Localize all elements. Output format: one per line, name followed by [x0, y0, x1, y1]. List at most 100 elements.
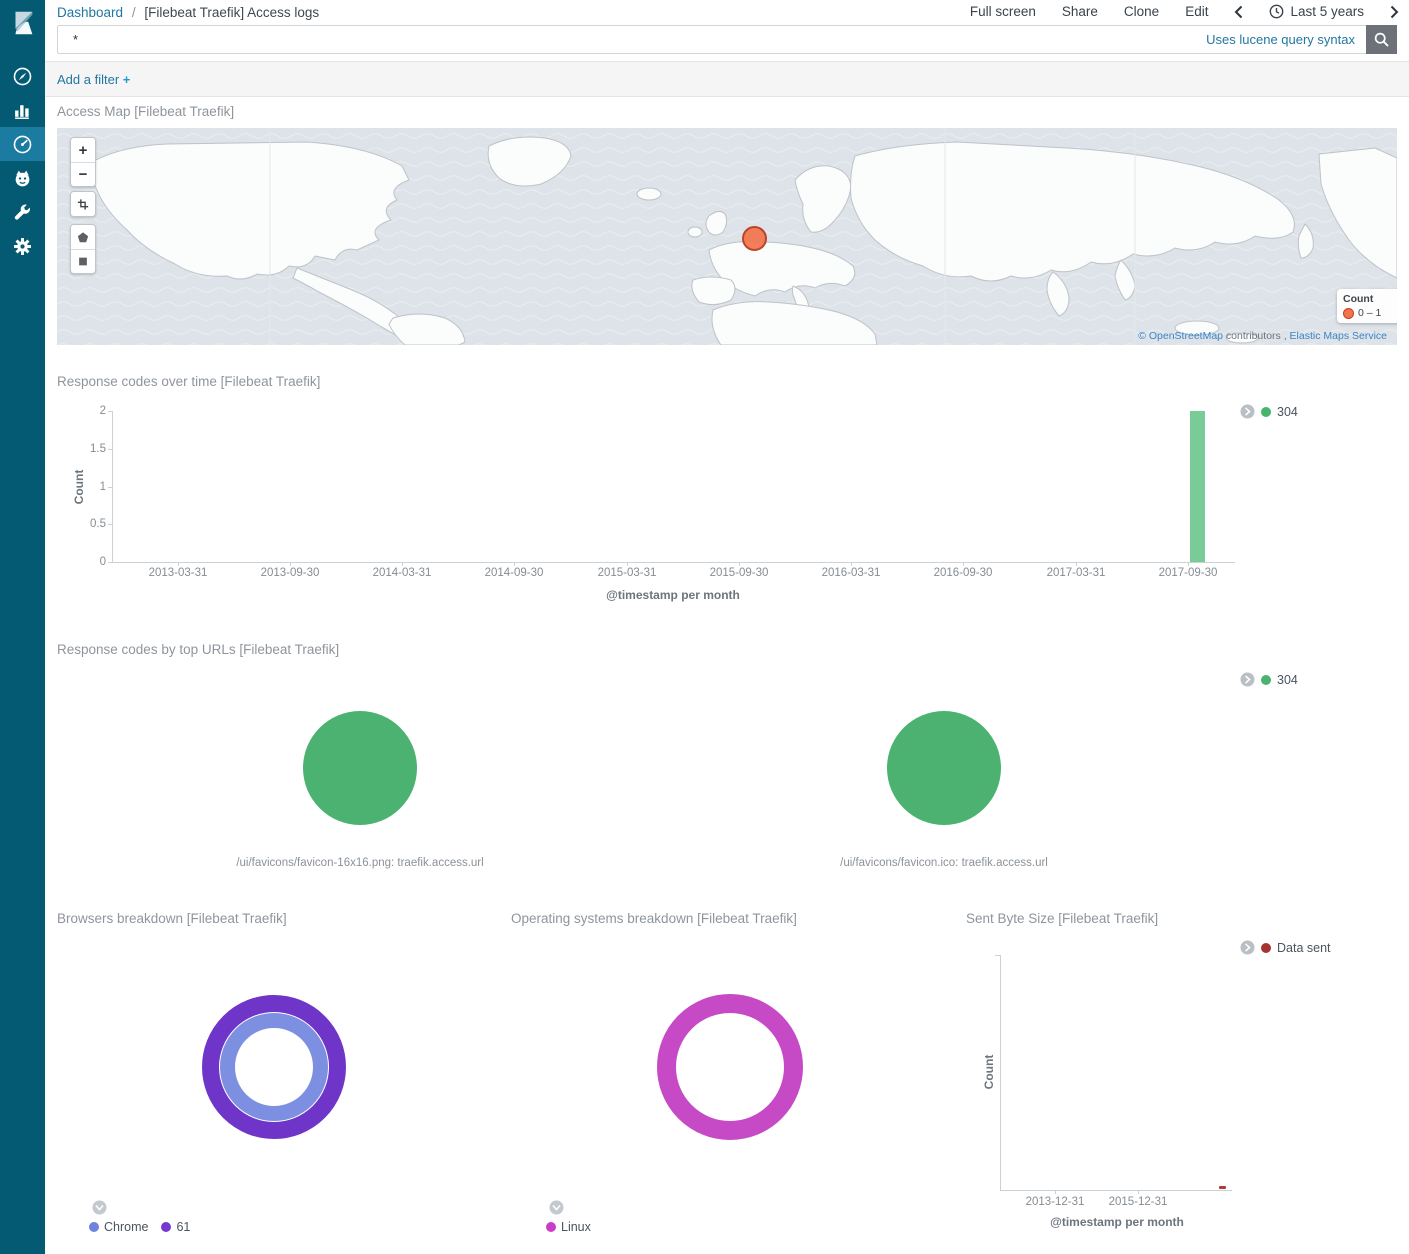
- world-map: [57, 128, 1397, 345]
- map-draw-controls: [70, 224, 96, 274]
- rectangle-icon: [79, 257, 87, 266]
- legend-dot-data-sent: [1261, 942, 1271, 953]
- search-icon: [1374, 32, 1389, 47]
- lucene-syntax-link[interactable]: Uses lucene query syntax: [1206, 32, 1355, 47]
- breadcrumb-dashboard-link[interactable]: Dashboard: [57, 5, 124, 20]
- count-range-label: 0 – 1: [1358, 307, 1382, 319]
- draw-rectangle-button[interactable]: [71, 249, 95, 273]
- sidebar-item-dev-tools[interactable]: [0, 195, 45, 229]
- time-forward-button[interactable]: [1390, 5, 1399, 19]
- access-map-title: Access Map [Filebeat Traefik]: [57, 104, 235, 119]
- x-tick: 2014-09-30: [484, 567, 544, 579]
- page-title: [Filebeat Traefik] Access logs: [144, 5, 320, 20]
- y-tick: 0: [99, 556, 106, 568]
- y-tick: 1: [99, 481, 106, 493]
- search-button[interactable]: [1366, 25, 1397, 54]
- x-tick: 2016-09-30: [933, 567, 993, 579]
- sidebar-item-management[interactable]: [0, 229, 45, 263]
- wrench-icon: [14, 204, 30, 220]
- x-tick: 2014-03-31: [372, 567, 432, 579]
- os-donut-chart[interactable]: [657, 994, 803, 1140]
- y-tick: 0.5: [90, 518, 106, 530]
- pie-favicon-16x16[interactable]: [303, 711, 417, 825]
- legend-label-61[interactable]: 61: [176, 1219, 191, 1234]
- count-range-dot: [1343, 307, 1354, 319]
- os-legend-collapse-icon[interactable]: [549, 1200, 564, 1215]
- time-range-label: Last 5 years: [1290, 4, 1364, 19]
- kibana-logo[interactable]: [0, 0, 45, 45]
- dashboard-icon: [13, 135, 32, 153]
- share-button[interactable]: Share: [1061, 4, 1098, 19]
- chevron-left-icon: [1235, 5, 1243, 18]
- legend-label-304[interactable]: 304: [1277, 672, 1298, 687]
- time-back-button[interactable]: [1234, 5, 1243, 19]
- map-attribution: © OpenStreetMap contributors , Elastic M…: [1138, 330, 1387, 342]
- fit-data-bounds-button[interactable]: [71, 192, 95, 216]
- sidebar-item-dashboard[interactable]: [0, 127, 45, 161]
- edit-button[interactable]: Edit: [1185, 4, 1209, 19]
- sidebar-item-discover[interactable]: [0, 59, 45, 93]
- sent-x-axis-line: [1000, 1190, 1232, 1191]
- elastic-maps-service-link[interactable]: Elastic Maps Service: [1289, 330, 1387, 342]
- y-tick: 2: [99, 405, 106, 417]
- pie-favicon-16x16-label: /ui/favicons/favicon-16x16.png: traefik.…: [236, 857, 484, 869]
- y-tick: 1.5: [90, 443, 106, 455]
- browsers-legend-collapse-icon[interactable]: [92, 1200, 107, 1215]
- add-filter-label: Add a filter: [57, 71, 120, 87]
- full-screen-button[interactable]: Full screen: [969, 4, 1036, 19]
- legend-dot-304: [1261, 674, 1271, 685]
- draw-polygon-button[interactable]: [71, 225, 95, 249]
- sent-byte-size-title: Sent Byte Size [Filebeat Traefik]: [966, 911, 1159, 926]
- legend-label-linux[interactable]: Linux: [561, 1219, 591, 1234]
- pie-favicon-ico[interactable]: [887, 711, 1001, 825]
- x-tick: 2013-12-31: [1025, 1196, 1085, 1208]
- sent-x-axis-label: @timestamp per month: [1050, 1215, 1184, 1229]
- browsers-donut-chart[interactable]: [201, 994, 347, 1140]
- zoom-out-button[interactable]: −: [71, 162, 95, 186]
- pie-favicon-ico-label: /ui/favicons/favicon.ico: traefik.access…: [840, 857, 1048, 869]
- x-tick: 2013-09-30: [260, 567, 320, 579]
- legend-label-304[interactable]: 304: [1277, 404, 1298, 419]
- kibana-logo-icon: [15, 11, 32, 34]
- legend-dot-linux: [546, 1221, 556, 1232]
- clock-icon: [1270, 4, 1284, 19]
- rc-x-axis-line: [112, 562, 1235, 563]
- clone-button[interactable]: Clone: [1123, 4, 1160, 19]
- legend-toggle-icon[interactable]: [1240, 940, 1255, 955]
- legend-toggle-icon[interactable]: [1240, 672, 1255, 687]
- map-legend: Count 0 – 1: [1337, 289, 1397, 323]
- sent-y-axis-line: [1000, 955, 1001, 1190]
- pie-legend: 304: [1240, 672, 1298, 687]
- gear-icon: [14, 237, 31, 255]
- query-input[interactable]: [57, 25, 1366, 54]
- x-tick: 2015-03-31: [597, 567, 657, 579]
- map-legend-title: Count: [1343, 293, 1374, 305]
- add-filter-button[interactable]: Add a filter +: [57, 72, 130, 87]
- x-tick: 2017-09-30: [1158, 567, 1218, 579]
- x-tick: 2015-09-30: [709, 567, 769, 579]
- os-legend: Linux: [546, 1219, 591, 1234]
- bar-304-2017-09-30[interactable]: [1190, 411, 1205, 562]
- legend-label-data-sent[interactable]: Data sent: [1277, 940, 1331, 955]
- sent-y-axis-top-stub: [995, 955, 1001, 956]
- time-picker[interactable]: Last 5 years: [1269, 4, 1364, 19]
- zoom-in-button[interactable]: +: [71, 138, 95, 162]
- x-tick: 2013-03-31: [148, 567, 208, 579]
- legend-label-chrome[interactable]: Chrome: [104, 1219, 149, 1234]
- geo-point-marker[interactable]: [742, 226, 767, 251]
- filter-bar: Add a filter +: [45, 61, 1409, 97]
- sidebar-item-timelion[interactable]: [0, 161, 45, 195]
- rc-x-axis-label: @timestamp per month: [606, 588, 740, 602]
- access-map[interactable]: + − Count: [57, 128, 1397, 345]
- sidebar-item-visualize[interactable]: [0, 93, 45, 127]
- breadcrumb-separator: /: [131, 5, 136, 20]
- data-sent-point[interactable]: [1219, 1186, 1226, 1189]
- x-tick: 2015-12-31: [1108, 1196, 1168, 1208]
- x-tick: 2016-03-31: [821, 567, 881, 579]
- legend-toggle-icon[interactable]: [1240, 404, 1255, 419]
- timelion-icon: [15, 170, 30, 186]
- sent-y-axis-label: Count: [982, 1054, 996, 1090]
- header-actions: Full screen Share Clone Edit Last 5 year…: [970, 4, 1399, 19]
- sidebar-nav: [0, 59, 45, 263]
- openstreetmap-link[interactable]: © OpenStreetMap: [1138, 330, 1223, 342]
